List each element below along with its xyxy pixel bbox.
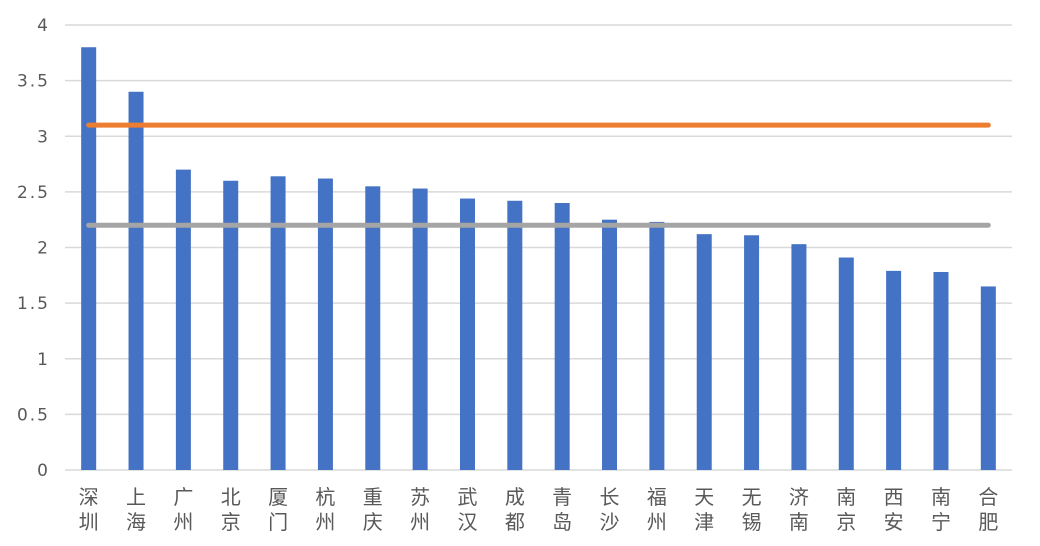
x-tick-label: 苏州 bbox=[410, 485, 430, 534]
x-tick-label: 广州 bbox=[173, 485, 193, 534]
y-tick-label: 1.5 bbox=[17, 294, 50, 314]
bar-天津 bbox=[696, 234, 712, 470]
bar-杭州 bbox=[317, 178, 333, 470]
bar-济南 bbox=[791, 244, 807, 470]
x-tick-label: 杭州 bbox=[315, 485, 335, 534]
bar-广州 bbox=[175, 169, 191, 470]
y-tick-label: 4 bbox=[37, 16, 50, 36]
x-tick-label: 上海 bbox=[126, 485, 146, 534]
bar-南京 bbox=[838, 257, 854, 470]
x-tick-label: 青岛 bbox=[552, 485, 572, 534]
y-tick-label: 0 bbox=[37, 461, 50, 481]
bar-南宁 bbox=[933, 271, 949, 470]
bar-苏州 bbox=[412, 188, 428, 470]
y-tick-label: 3.5 bbox=[17, 72, 50, 92]
bar-武汉 bbox=[459, 198, 475, 471]
y-tick-label: 0.5 bbox=[17, 405, 50, 425]
x-tick-label: 成都 bbox=[505, 485, 525, 534]
bar-西安 bbox=[886, 270, 902, 470]
bar-北京 bbox=[223, 180, 239, 470]
bar-合肥 bbox=[980, 286, 996, 470]
x-tick-label: 长沙 bbox=[600, 485, 620, 534]
x-tick-label: 济南 bbox=[789, 485, 809, 534]
gridlines bbox=[65, 24, 1012, 471]
bar-长沙 bbox=[602, 219, 618, 470]
x-tick-label: 南宁 bbox=[931, 485, 951, 534]
x-tick-label: 武汉 bbox=[457, 485, 477, 534]
bar-深圳 bbox=[81, 47, 97, 470]
x-tick-label: 厦门 bbox=[268, 485, 288, 534]
x-tick-label: 合肥 bbox=[978, 485, 998, 534]
y-tick-label: 2.5 bbox=[17, 183, 50, 203]
bar-青岛 bbox=[554, 203, 570, 470]
bar-上海 bbox=[128, 91, 144, 470]
x-tick-label: 北京 bbox=[221, 485, 241, 534]
reference-lines bbox=[86, 122, 991, 228]
x-tick-label: 无锡 bbox=[742, 485, 762, 534]
x-tick-label: 深圳 bbox=[79, 485, 99, 534]
x-tick-label: 天津 bbox=[694, 485, 714, 534]
y-axis-ticks: 0 0.5 1 1.5 2 2.5 3 3.5 4 bbox=[17, 16, 50, 481]
x-tick-label: 重庆 bbox=[363, 485, 383, 534]
bar-厦门 bbox=[270, 176, 286, 471]
x-tick-label: 福州 bbox=[647, 485, 667, 534]
y-tick-label: 3 bbox=[37, 127, 50, 147]
x-tick-label: 南京 bbox=[836, 485, 856, 534]
x-tick-label: 西安 bbox=[884, 485, 904, 534]
bars bbox=[81, 47, 996, 471]
bar-成都 bbox=[507, 200, 523, 470]
y-tick-label: 2 bbox=[37, 239, 50, 259]
bar-无锡 bbox=[744, 235, 760, 470]
bar-福州 bbox=[649, 221, 665, 470]
bar-重庆 bbox=[365, 186, 381, 470]
y-tick-label: 1 bbox=[37, 350, 50, 370]
